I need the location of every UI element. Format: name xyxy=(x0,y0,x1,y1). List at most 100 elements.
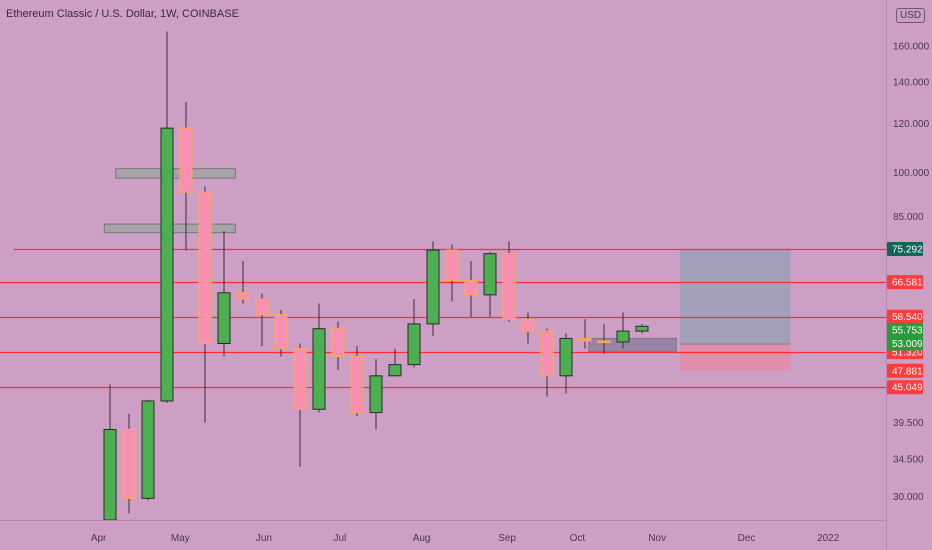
candle-body xyxy=(521,318,535,332)
extra-badge-1: 53.009 xyxy=(887,336,923,351)
zone-box-0[interactable] xyxy=(115,168,236,179)
candle-11[interactable] xyxy=(312,303,326,413)
candle-body xyxy=(578,337,592,342)
position-loss-zone[interactable] xyxy=(680,343,791,371)
x-tick-label: Jun xyxy=(256,533,272,544)
candle-body xyxy=(426,249,440,325)
x-tick-label: Nov xyxy=(648,533,666,544)
price-badge-label: 58.540 xyxy=(892,312,923,323)
candle-body xyxy=(236,292,250,300)
candle-body xyxy=(388,364,402,377)
y-tick-label: 160.000 xyxy=(893,42,930,53)
y-tick-label: 34.500 xyxy=(893,454,924,465)
x-tick-label: 2022 xyxy=(817,533,840,544)
price-badge-label: 66.581 xyxy=(892,278,923,289)
candle-9[interactable] xyxy=(274,310,288,357)
candle-15[interactable] xyxy=(388,348,402,377)
level-badge-2: 58.540 xyxy=(887,309,923,324)
candle-3[interactable] xyxy=(160,31,174,403)
price-badge-label: 45.049 xyxy=(892,383,923,394)
price-badge-label: 47.881 xyxy=(892,366,923,377)
candle-body xyxy=(122,428,136,499)
candle-17[interactable] xyxy=(426,241,440,336)
candle-body xyxy=(160,127,174,402)
candle-14[interactable] xyxy=(369,359,383,430)
price-badge-bg xyxy=(887,309,923,324)
x-tick-label: May xyxy=(171,533,190,544)
x-tick-label: Sep xyxy=(498,533,516,544)
candle-5[interactable] xyxy=(198,186,212,423)
candle-body xyxy=(103,428,117,521)
candle-2[interactable] xyxy=(141,399,155,501)
candle-body xyxy=(255,298,269,316)
candle-26[interactable] xyxy=(597,323,611,354)
candle-18[interactable] xyxy=(445,244,459,302)
time-axis: Apr May Jun Jul Aug Sep Oct Nov Dec 2022 xyxy=(91,533,840,544)
price-badge-label: 53.009 xyxy=(892,339,923,350)
extra-badge-2: 47.881 xyxy=(887,363,923,378)
candle-12[interactable] xyxy=(331,321,345,371)
x-tick-label: Aug xyxy=(413,533,431,544)
y-tick-label: 120.000 xyxy=(893,119,930,130)
candle-8[interactable] xyxy=(255,293,269,347)
currency-selector[interactable]: USD xyxy=(896,8,926,23)
price-badge-label: 75.292 xyxy=(892,245,923,256)
candle-6[interactable] xyxy=(217,231,231,357)
candle-body xyxy=(312,328,326,410)
candle-body xyxy=(274,314,288,350)
price-badge-label: 55.753 xyxy=(892,325,923,336)
y-tick-label: 85.000 xyxy=(893,212,924,223)
y-tick-label: 140.000 xyxy=(893,78,930,89)
extra-badge-0: 55.753 xyxy=(887,322,923,337)
candle-24[interactable] xyxy=(559,333,573,394)
chart-title: Ethereum Classic / U.S. Dollar, 1W, COIN… xyxy=(6,8,239,20)
candle-21[interactable] xyxy=(502,241,516,322)
x-tick-label: Oct xyxy=(570,533,586,544)
candle-7[interactable] xyxy=(236,261,250,304)
candle-20[interactable] xyxy=(483,251,497,317)
candle-body xyxy=(407,323,421,366)
candle-body xyxy=(559,337,573,377)
y-tick-label: 30.000 xyxy=(893,492,924,503)
candle-27[interactable] xyxy=(616,312,630,349)
horizontal-levels xyxy=(0,248,886,389)
candle-body xyxy=(331,328,345,357)
candle-4[interactable] xyxy=(179,102,193,251)
candle-body xyxy=(502,253,516,320)
zone-box-2[interactable] xyxy=(588,337,677,353)
price-badge-bg xyxy=(887,322,923,337)
price-badge-bg xyxy=(887,275,923,290)
y-tick-label: 100.000 xyxy=(893,168,930,179)
candles xyxy=(103,31,649,521)
price-badge-bg xyxy=(887,380,923,395)
level-badge-0: 75.292 xyxy=(887,242,923,257)
price-badge-bg xyxy=(887,242,923,257)
level-badge-1: 66.581 xyxy=(887,275,923,290)
position-profit-zone[interactable] xyxy=(680,249,791,344)
candle-0[interactable] xyxy=(103,384,117,521)
candle-body xyxy=(141,400,155,499)
candle-body xyxy=(635,325,649,332)
y-tick-label: 39.500 xyxy=(893,418,924,429)
candle-body xyxy=(597,340,611,343)
candle-25[interactable] xyxy=(578,319,592,349)
candle-1[interactable] xyxy=(122,413,136,514)
candle-body xyxy=(217,292,231,344)
price-badge-bg xyxy=(887,363,923,378)
candle-10[interactable] xyxy=(293,343,307,467)
candle-body xyxy=(616,330,630,343)
candle-body xyxy=(179,127,193,193)
candle-body xyxy=(350,355,364,414)
candle-19[interactable] xyxy=(464,261,478,317)
candle-13[interactable] xyxy=(350,346,364,416)
price-axis: 160.000 140.000 120.000 100.000 85.000 39.500… xyxy=(893,42,930,503)
candle-28[interactable] xyxy=(635,323,649,334)
candle-16[interactable] xyxy=(407,299,421,368)
candle-23[interactable] xyxy=(540,328,554,397)
level-badge-4: 45.049 xyxy=(887,380,923,395)
candle-body xyxy=(198,191,212,344)
price-badge-label: 51.320 xyxy=(892,348,923,359)
candle-22[interactable] xyxy=(521,312,535,344)
candle-body xyxy=(445,249,459,281)
